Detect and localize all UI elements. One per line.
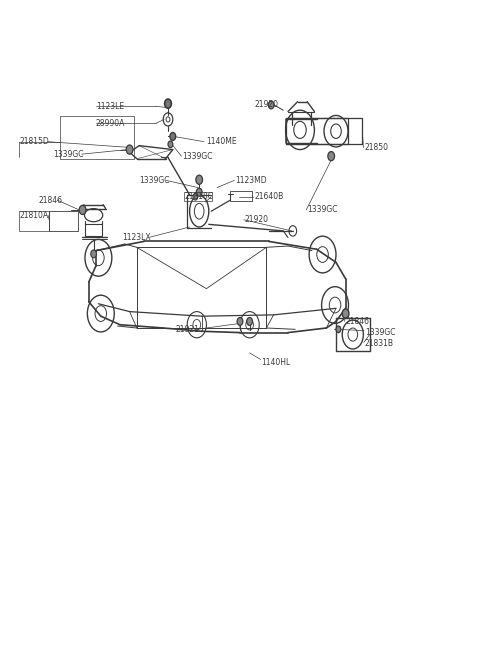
Text: 21831B: 21831B	[365, 339, 394, 348]
Text: 1123LX: 1123LX	[122, 233, 151, 242]
Circle shape	[168, 141, 173, 148]
Bar	[286, 118, 348, 144]
Bar	[60, 116, 134, 159]
Circle shape	[79, 205, 86, 215]
Text: 1123LE: 1123LE	[96, 102, 124, 111]
Text: 21921: 21921	[175, 325, 199, 334]
Circle shape	[268, 101, 274, 109]
Circle shape	[126, 145, 133, 154]
Circle shape	[342, 309, 349, 318]
Text: 1339GC: 1339GC	[365, 328, 396, 337]
Text: 1339GC: 1339GC	[53, 150, 84, 159]
Text: 21640B: 21640B	[254, 192, 284, 201]
Bar	[184, 192, 212, 201]
Text: 1339GC: 1339GC	[307, 205, 338, 215]
Text: 28990A: 28990A	[96, 119, 125, 128]
Circle shape	[193, 194, 198, 200]
Circle shape	[247, 318, 252, 325]
Circle shape	[170, 133, 176, 140]
Bar	[49, 211, 78, 231]
Circle shape	[91, 250, 96, 258]
Bar	[85, 224, 102, 236]
Circle shape	[165, 99, 171, 108]
Text: 1123MD: 1123MD	[235, 176, 267, 185]
Circle shape	[237, 318, 243, 325]
Text: 21846: 21846	[38, 195, 62, 205]
Text: 1140ME: 1140ME	[206, 137, 237, 146]
Bar	[19, 211, 49, 231]
Text: 21920: 21920	[245, 215, 269, 224]
Circle shape	[328, 152, 335, 161]
Text: 1339GC: 1339GC	[182, 152, 213, 161]
Text: 21810A: 21810A	[19, 211, 48, 220]
Text: 21815D: 21815D	[19, 137, 49, 146]
Bar	[230, 191, 252, 201]
Circle shape	[196, 188, 202, 196]
Text: 1339GC: 1339GC	[139, 176, 170, 185]
Circle shape	[196, 175, 203, 184]
Text: 21846: 21846	[346, 317, 370, 326]
Text: 21920: 21920	[254, 100, 278, 110]
Text: 1140HL: 1140HL	[262, 358, 291, 367]
Text: 21818C: 21818C	[185, 192, 214, 201]
Circle shape	[336, 326, 341, 333]
Text: 21850: 21850	[365, 143, 389, 152]
